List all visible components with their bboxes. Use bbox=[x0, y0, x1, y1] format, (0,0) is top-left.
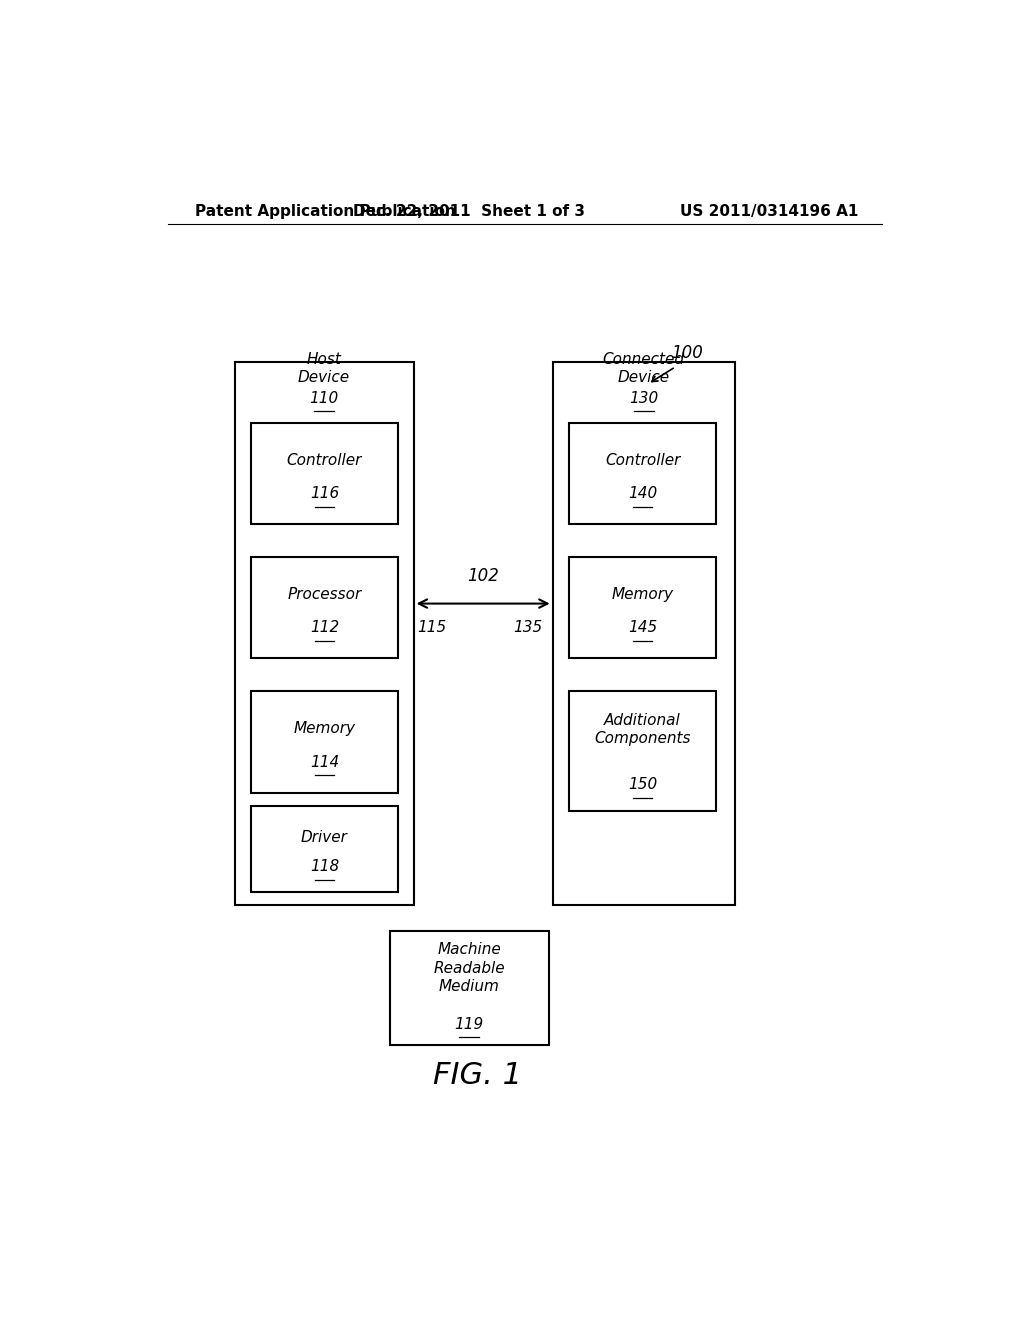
Text: Dec. 22, 2011  Sheet 1 of 3: Dec. 22, 2011 Sheet 1 of 3 bbox=[353, 205, 586, 219]
Text: FIG. 1: FIG. 1 bbox=[433, 1061, 521, 1090]
Text: Processor: Processor bbox=[288, 587, 361, 602]
Bar bbox=[251, 690, 397, 792]
Text: 112: 112 bbox=[310, 620, 339, 635]
Text: Driver: Driver bbox=[301, 830, 348, 845]
Text: 150: 150 bbox=[628, 777, 657, 792]
Text: 115: 115 bbox=[418, 620, 446, 635]
Text: 116: 116 bbox=[310, 486, 339, 502]
Text: 119: 119 bbox=[455, 1016, 484, 1032]
Text: 102: 102 bbox=[468, 568, 500, 585]
Text: Machine
Readable
Medium: Machine Readable Medium bbox=[433, 942, 505, 994]
Text: Controller: Controller bbox=[287, 453, 362, 467]
Bar bbox=[569, 422, 716, 524]
Text: 145: 145 bbox=[628, 620, 657, 635]
Bar bbox=[553, 362, 735, 906]
Bar bbox=[251, 557, 397, 659]
Bar bbox=[390, 931, 549, 1044]
Text: Patent Application Publication: Patent Application Publication bbox=[196, 205, 457, 219]
Text: 110: 110 bbox=[309, 391, 339, 405]
Bar bbox=[569, 690, 716, 810]
Text: 118: 118 bbox=[310, 859, 339, 874]
Text: 140: 140 bbox=[628, 486, 657, 502]
Text: Memory: Memory bbox=[294, 721, 355, 737]
Text: US 2011/0314196 A1: US 2011/0314196 A1 bbox=[680, 205, 858, 219]
Text: Connected
Device: Connected Device bbox=[603, 351, 685, 385]
Text: Memory: Memory bbox=[611, 587, 674, 602]
Text: Additional
Components: Additional Components bbox=[594, 713, 691, 746]
Bar bbox=[236, 362, 414, 906]
Bar bbox=[251, 422, 397, 524]
Text: Host
Device: Host Device bbox=[298, 351, 350, 385]
Text: 130: 130 bbox=[629, 391, 658, 405]
Text: 114: 114 bbox=[310, 755, 339, 770]
Text: 135: 135 bbox=[513, 620, 543, 635]
Bar bbox=[569, 557, 716, 659]
Text: 100: 100 bbox=[672, 343, 703, 362]
Bar bbox=[251, 805, 397, 892]
Text: Controller: Controller bbox=[605, 453, 680, 467]
